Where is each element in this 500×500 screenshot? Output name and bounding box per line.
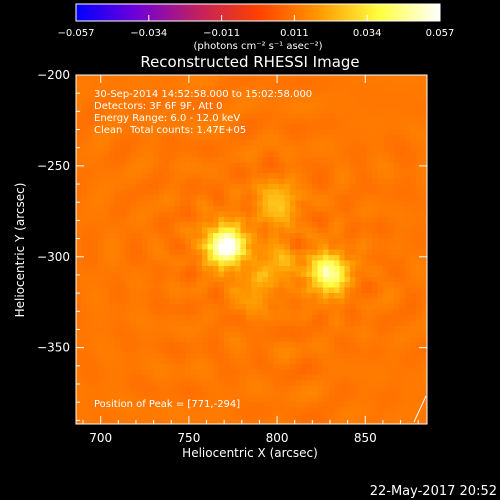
annotation-clean: Clean [94, 125, 122, 136]
annotation-detectors: Detectors: 3F 6F 9F, Att 0 [94, 101, 222, 112]
y-axis: −200 −250 −300 −350 [37, 68, 427, 421]
annotation-peak-position: Position of Peak = [771,-294] [94, 399, 240, 410]
heatmap-image [76, 75, 427, 424]
annotation-counts: Total counts: 1.47E+05 [129, 125, 246, 136]
plot-frame [75, 74, 428, 425]
colorbar-unit-label: (photons cm⁻² s⁻¹ asec⁻²) [193, 41, 322, 52]
x-axis: 700 750 800 850 [82, 75, 419, 445]
colorbar-tick-label: −0.011 [203, 28, 240, 39]
colorbar-tick-label: −0.034 [130, 28, 167, 39]
x-axis-label: Heliocentric X (arcsec) [182, 446, 318, 460]
y-tick-label: −250 [37, 159, 70, 173]
x-tick-label: 800 [266, 431, 289, 445]
annotation-time: 30-Sep-2014 14:52:58.000 to 15:02:58.000 [94, 89, 312, 100]
colorbar-ticks: −0.057 −0.034 −0.011 0.011 0.034 0.057 [57, 15, 454, 39]
y-tick-label: −300 [37, 250, 70, 264]
y-axis-label: Heliocentric Y (arcsec) [13, 183, 27, 318]
chart-title: Reconstructed RHESSI Image [140, 53, 359, 71]
colorbar-tick-label: 0.057 [426, 28, 455, 39]
x-tick-label: 700 [89, 431, 112, 445]
annotation-energy: Energy Range: 6.0 - 12.0 keV [94, 113, 240, 124]
y-tick-label: −200 [37, 68, 70, 82]
colorbar-tick-label: 0.011 [280, 28, 309, 39]
colorbar-bar [75, 3, 441, 22]
y-tick-label: −350 [37, 341, 70, 355]
x-tick-label: 850 [354, 431, 377, 445]
date-stamp: 22-May-2017 20:52 [370, 484, 497, 499]
colorbar: −0.057 −0.034 −0.011 0.011 0.034 0.057 (photo… [57, 3, 454, 52]
annotations: 30-Sep-2014 14:52:58.000 to 15:02:58.000… [94, 89, 312, 410]
x-tick-label: 750 [177, 431, 200, 445]
corner-mark-line [413, 395, 427, 423]
colorbar-tick-label: −0.057 [57, 28, 94, 39]
colorbar-tick-label: 0.034 [353, 28, 382, 39]
